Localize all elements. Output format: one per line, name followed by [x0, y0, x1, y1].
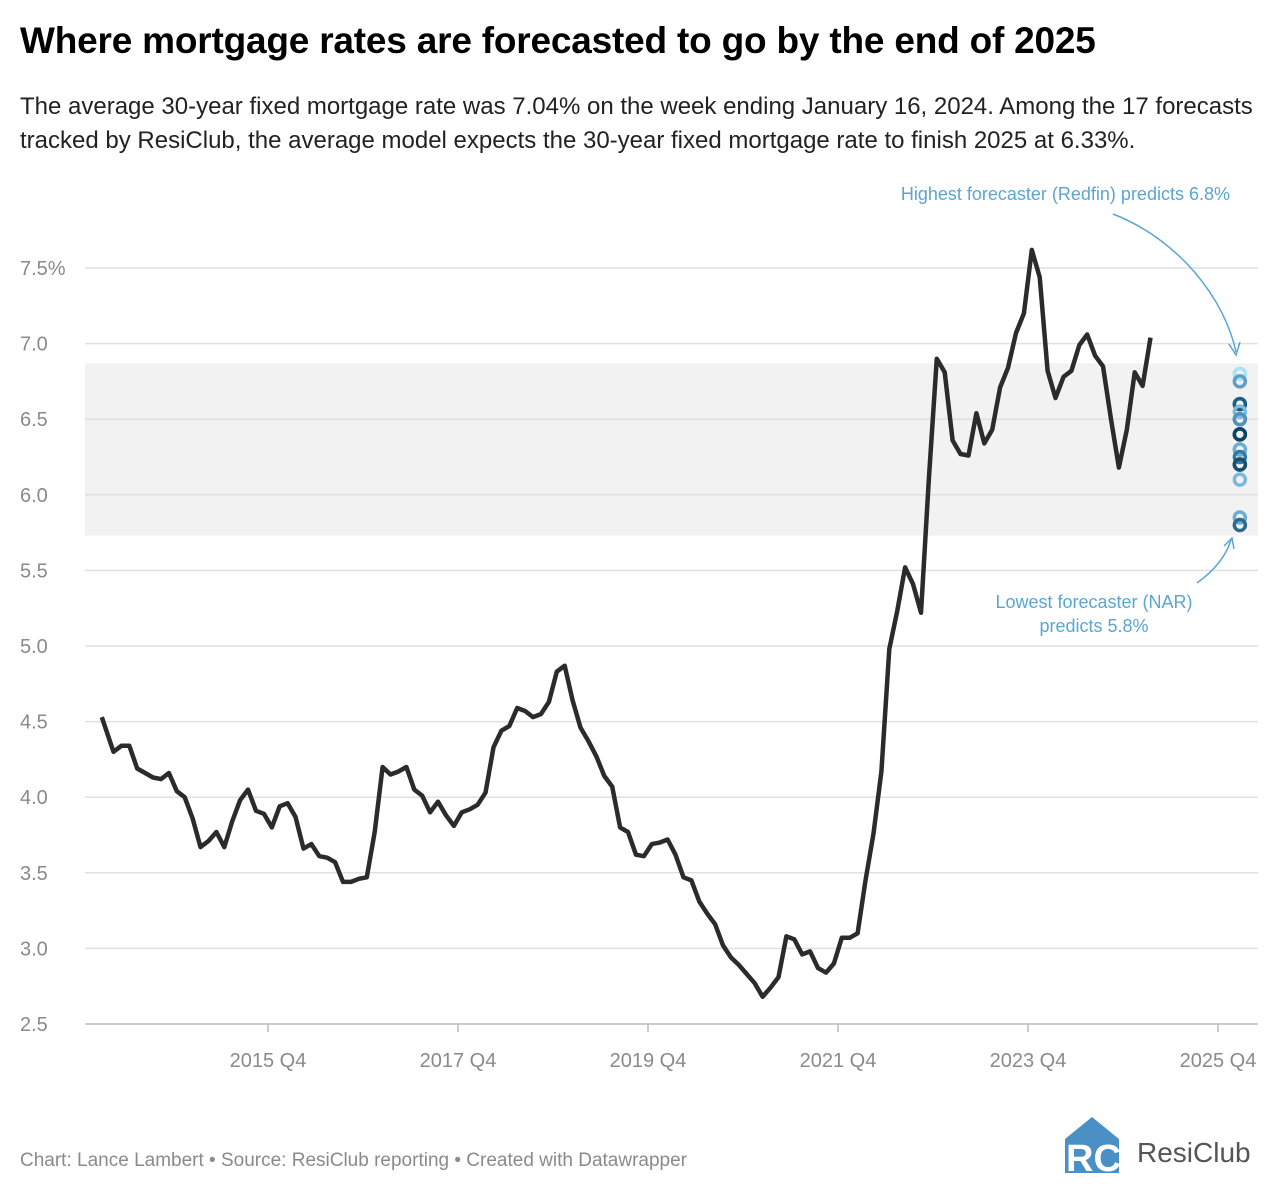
x-tick-label: 2021 Q4 — [800, 1050, 877, 1072]
y-tick-label: 6.0 — [20, 485, 48, 507]
y-tick-label: 3.5 — [20, 863, 48, 885]
x-tick-label: 2017 Q4 — [420, 1050, 497, 1072]
arrow-head-highest — [1228, 341, 1241, 357]
y-tick-label: 4.0 — [20, 787, 48, 809]
y-tick-label: 7.0 — [20, 334, 48, 356]
series-line — [99, 247, 1153, 1000]
forecast-dot — [1232, 427, 1248, 442]
forecast-dot — [1232, 442, 1248, 457]
forecast-dot — [1232, 411, 1248, 427]
y-tick-label: 4.5 — [20, 712, 48, 734]
forecast-dot — [1232, 510, 1248, 525]
y-tick-label: 7.5% — [20, 258, 66, 280]
x-tick-label: 2019 Q4 — [610, 1050, 687, 1072]
y-tick-label: 2.5 — [20, 1014, 48, 1036]
y-tick-label: 5.0 — [20, 636, 48, 658]
y-tick-label: 6.5 — [20, 409, 48, 431]
forecast-dot — [1232, 396, 1248, 412]
forecast-dot — [1232, 449, 1248, 465]
forecast-range-band — [85, 363, 1258, 536]
chart-title: Where mortgage rates are forecasted to g… — [20, 20, 1096, 61]
forecast-dot — [1232, 457, 1248, 472]
forecast-dot — [1232, 404, 1248, 419]
forecast-dot — [1232, 472, 1248, 487]
y-tick-label: 3.0 — [20, 938, 48, 960]
footer-credits: Chart: Lance Lambert • Source: ResiClub … — [20, 1150, 688, 1171]
annotation-arrow-lowest — [1196, 539, 1232, 584]
annotation-lowest-line2: predicts 5.8% — [1039, 616, 1148, 636]
logo-text: ResiClub — [1137, 1137, 1251, 1168]
arrow-head-lowest — [1223, 536, 1235, 550]
forecast-dot — [1232, 374, 1248, 389]
resiclub-logo-icon: RC — [1065, 1117, 1121, 1177]
forecast-dot — [1232, 517, 1248, 533]
x-tick-label: 2023 Q4 — [990, 1050, 1067, 1072]
svg-text:RC: RC — [1066, 1138, 1121, 1177]
chart-subtitle: The average 30-year fixed mortgage rate … — [20, 93, 1253, 154]
y-tick-label: 5.5 — [20, 560, 48, 582]
annotation-arrow-highest — [1112, 213, 1237, 353]
x-tick-label: 2015 Q4 — [230, 1050, 307, 1072]
annotation-lowest-line1: Lowest forecaster (NAR) — [995, 592, 1192, 612]
forecast-dot — [1232, 366, 1248, 382]
x-tick-label: 2025 Q4 — [1180, 1050, 1257, 1072]
annotation-highest: Highest forecaster (Redfin) predicts 6.8… — [901, 184, 1230, 204]
